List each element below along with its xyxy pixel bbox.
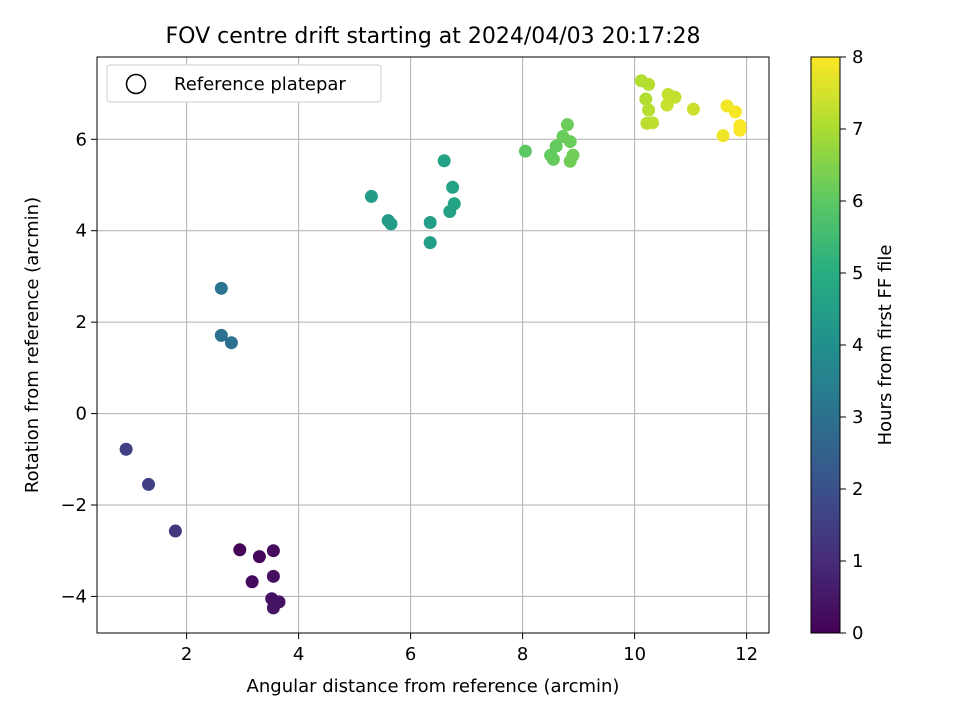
scatter-point: [563, 135, 577, 149]
scatter-point: [224, 336, 238, 350]
scatter-point: [384, 217, 398, 231]
scatter-point: [214, 281, 228, 295]
scatter-point: [686, 102, 700, 116]
scatter-point: [423, 236, 437, 250]
scatter-point: [639, 92, 653, 106]
scatter-point: [119, 442, 133, 456]
scatter-point: [546, 152, 560, 166]
legend-box: [106, 64, 382, 103]
y-tick-label: 6: [76, 129, 87, 150]
colorbar-tick-label: 7: [852, 119, 863, 140]
scatter-point: [560, 118, 574, 132]
scatter-point: [646, 116, 660, 130]
colorbar-tick-label: 2: [852, 479, 863, 500]
colorbar-tick-label: 3: [852, 407, 863, 428]
scatter-point: [252, 550, 266, 564]
y-axis-label: Rotation from reference (arcmin): [22, 197, 43, 493]
scatter-point: [437, 154, 451, 168]
scatter-point: [233, 543, 247, 557]
scatter-point: [642, 103, 656, 117]
colorbar-tick-label: 5: [852, 263, 863, 284]
colorbar-tick-label: 4: [852, 335, 863, 356]
x-axis-label: Angular distance from reference (arcmin): [247, 676, 620, 697]
y-tick-label: 4: [76, 221, 87, 242]
scatter-point: [660, 98, 674, 112]
scatter-point: [733, 123, 747, 137]
legend-marker-reference: [125, 73, 147, 95]
colorbar-ticks: 0 1 2 3 4 5 6 7 8: [840, 47, 863, 644]
y-tick-label: 2: [76, 312, 87, 333]
scatter-point: [364, 189, 378, 203]
scatter-point: [423, 215, 437, 229]
legend-label: Reference platepar: [174, 74, 346, 95]
colorbar-tick-label: 8: [852, 47, 863, 68]
colorbar-tick-label: 6: [852, 191, 863, 212]
colorbar-tick-label: 1: [852, 551, 863, 572]
y-tick-label: −4: [60, 586, 87, 607]
scatter-point: [245, 575, 259, 589]
x-ticks: 2 4 6 8 10 12: [181, 633, 758, 665]
x-tick-label: 6: [405, 644, 416, 665]
colorbar: 0 1 2 3 4 5 6 7 8 Hours from first FF file: [810, 47, 896, 644]
y-tick-label: −2: [60, 495, 87, 516]
legend: Reference platepar: [106, 64, 382, 103]
x-tick-label: 8: [517, 644, 528, 665]
scatter-point: [549, 139, 563, 153]
chart-title: FOV centre drift starting at 2024/04/03 …: [166, 24, 701, 49]
colorbar-tick-label: 0: [852, 623, 863, 644]
plot-frame: [96, 56, 770, 634]
scatter-point: [518, 144, 532, 158]
colorbar-label: Hours from first FF file: [875, 245, 896, 446]
scatter-point: [563, 154, 577, 168]
scatter-points: [119, 74, 747, 615]
y-tick-label: 0: [76, 404, 87, 425]
scatter-point: [446, 180, 460, 194]
scatter-point: [142, 477, 156, 491]
scatter-point: [642, 77, 656, 91]
grid-lines: [97, 57, 769, 633]
y-ticks: −4 −2 0 2 4 6: [60, 129, 97, 607]
x-tick-label: 12: [735, 644, 758, 665]
scatter-point: [168, 524, 182, 538]
scatter-point: [716, 129, 730, 143]
scatter-point: [266, 544, 280, 558]
scatter-point: [266, 569, 280, 583]
scatter-point: [728, 105, 742, 119]
scatter-point: [266, 601, 280, 615]
x-tick-label: 4: [293, 644, 304, 665]
scatter-point: [214, 328, 228, 342]
x-tick-label: 10: [623, 644, 646, 665]
scatter-point: [443, 205, 457, 219]
colorbar-gradient: [810, 56, 841, 634]
x-tick-label: 2: [181, 644, 192, 665]
